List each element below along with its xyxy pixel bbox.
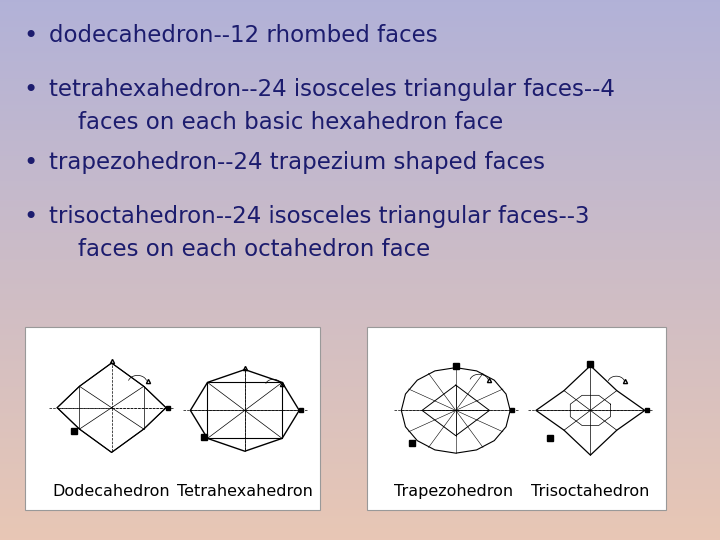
Text: Trisoctahedron: Trisoctahedron	[531, 484, 649, 499]
Text: •: •	[23, 151, 37, 175]
Bar	[367, 327, 666, 510]
Text: faces on each basic hexahedron face: faces on each basic hexahedron face	[49, 111, 503, 134]
Text: •: •	[23, 205, 37, 229]
Text: trisoctahedron--24 isosceles triangular faces--3: trisoctahedron--24 isosceles triangular …	[49, 205, 590, 228]
Text: dodecahedron--12 rhombed faces: dodecahedron--12 rhombed faces	[49, 24, 438, 48]
Text: •: •	[23, 24, 37, 48]
Bar	[25, 327, 320, 510]
Text: •: •	[23, 78, 37, 102]
Text: Trapezohedron: Trapezohedron	[394, 484, 513, 499]
Text: trapezohedron--24 trapezium shaped faces: trapezohedron--24 trapezium shaped faces	[49, 151, 545, 174]
Text: faces on each octahedron face: faces on each octahedron face	[49, 238, 431, 261]
Text: Tetrahexahedron: Tetrahexahedron	[177, 484, 312, 499]
Text: tetrahexahedron--24 isosceles triangular faces--4: tetrahexahedron--24 isosceles triangular…	[49, 78, 615, 102]
Text: Dodecahedron: Dodecahedron	[53, 484, 171, 499]
